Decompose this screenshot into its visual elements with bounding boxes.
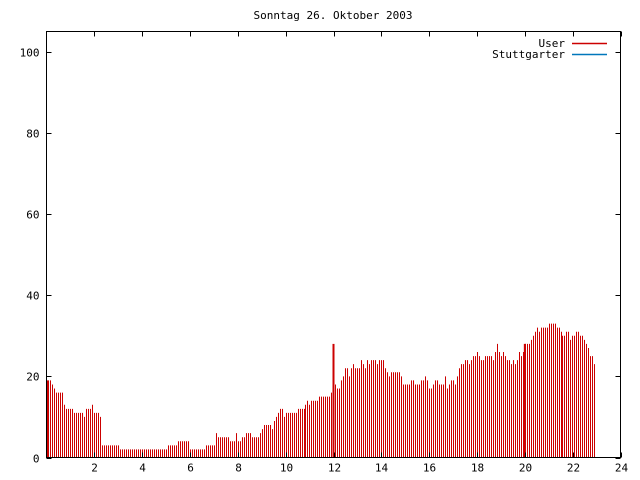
legend: User Stuttgarter (492, 37, 607, 61)
x-tick-label: 4 (139, 462, 146, 475)
x-tick-label: 18 (471, 462, 484, 475)
x-tick-label: 2 (91, 462, 98, 475)
y-axis: 0 20 40 60 80 100 (20, 47, 621, 466)
chart-title: Sonntag 26. Oktober 2003 (254, 9, 413, 22)
legend-label-stuttgarter: Stuttgarter (492, 48, 565, 61)
x-tick-label: 20 (519, 462, 532, 475)
bars-user (47, 323, 595, 458)
x-tick-label: 24 (615, 462, 629, 475)
plot-frame (46, 31, 621, 458)
x-tick-label: 8 (235, 462, 242, 475)
x-tick-label: 12 (328, 462, 341, 475)
y-tick-label: 20 (26, 371, 39, 384)
y-tick-label: 40 (26, 290, 39, 303)
x-tick-label: 22 (567, 462, 580, 475)
legend-label-user: User (539, 37, 566, 50)
x-tick-label: 16 (423, 462, 436, 475)
x-tick-label: 14 (375, 462, 389, 475)
y-tick-label: 60 (26, 209, 39, 222)
x-tick-label: 10 (280, 462, 293, 475)
y-tick-label: 100 (20, 47, 40, 60)
y-tick-label: 0 (33, 453, 40, 466)
highlight-lines (332, 343, 526, 458)
y-tick-label: 80 (26, 128, 39, 141)
x-tick-label: 6 (187, 462, 194, 475)
x-axis: 2 4 6 8 10 12 14 16 18 20 22 24 (91, 31, 629, 475)
